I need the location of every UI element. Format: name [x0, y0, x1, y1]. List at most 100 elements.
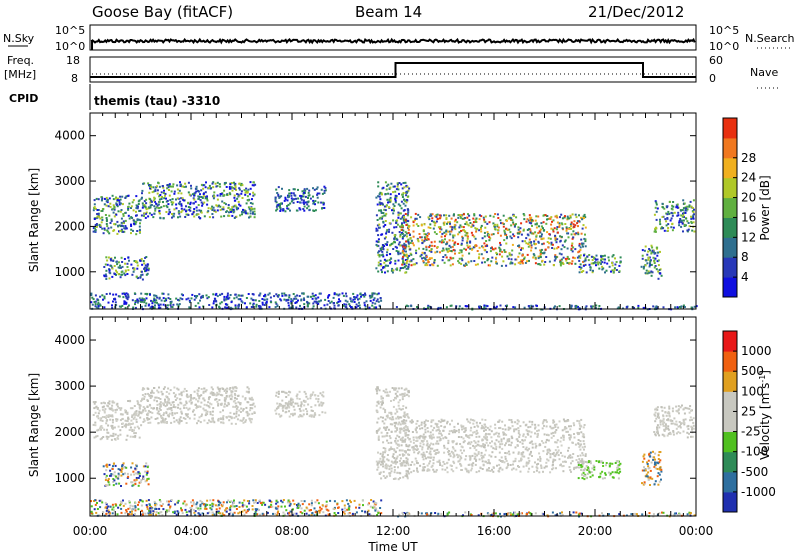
power-cell: [416, 306, 418, 308]
power-cell: [148, 212, 151, 215]
power-cell: [461, 254, 464, 257]
velocity-cell: [525, 429, 528, 432]
power-cell: [688, 204, 691, 207]
power-cell: [116, 232, 119, 235]
power-cell: [254, 183, 257, 186]
velocity-cell: [456, 456, 459, 459]
velocity-cell: [305, 395, 308, 398]
velocity-cell: [457, 422, 459, 425]
velocity-cell: [377, 466, 380, 469]
velocity-cell: [126, 476, 129, 479]
power-cell: [423, 236, 426, 239]
velocity-cell: [406, 436, 409, 439]
power-cell: [453, 220, 456, 223]
power-cell: [378, 193, 381, 196]
power-cell: [143, 205, 146, 208]
power-cell: [132, 229, 134, 232]
velocity-cell: [103, 416, 106, 419]
power-cell: [402, 255, 405, 258]
power-cell: [499, 250, 501, 253]
power-cell: [406, 235, 408, 238]
velocity-cell: [381, 397, 384, 400]
power-cell: [185, 213, 188, 216]
power-cell: [682, 199, 685, 202]
velocity-cell: [405, 470, 408, 473]
power-cell: [433, 245, 436, 248]
velocity-cell: [249, 419, 252, 422]
power-cell: [448, 239, 451, 242]
velocity-cell: [519, 441, 522, 444]
velocity-cell: [421, 446, 424, 449]
power-cell: [583, 260, 586, 263]
power-cell: [198, 306, 201, 309]
velocity-cell: [209, 402, 211, 405]
velocity-cell: [470, 441, 473, 444]
power-cell: [483, 242, 486, 245]
power-cell: [412, 263, 415, 266]
velocity-cell: [172, 404, 175, 406]
power-cell: [297, 197, 300, 200]
velocity-cell: [135, 410, 138, 413]
power-cell: [171, 216, 173, 219]
velocity-cell: [97, 429, 100, 432]
power-cell: [207, 296, 210, 299]
velocity-cell: [473, 440, 476, 442]
velocity-cell: [570, 470, 572, 473]
velocity-cell: [396, 395, 399, 398]
velocity-cell: [403, 429, 406, 432]
power-cell: [132, 222, 135, 225]
power-cell: [590, 262, 593, 265]
power-cell: [691, 216, 694, 219]
velocity-cell: [96, 429, 99, 432]
velocity-cell: [179, 407, 182, 410]
velocity-cell: [453, 428, 456, 431]
power-cell: [556, 216, 559, 219]
power-cell: [179, 297, 182, 300]
velocity-cell: [422, 466, 425, 469]
velocity-cell: [134, 483, 137, 485]
power-cell: [124, 306, 127, 309]
power-cell: [486, 259, 489, 262]
power-cell: [531, 219, 534, 222]
velocity-cell: [396, 446, 399, 449]
velocity-cell: [379, 471, 382, 474]
velocity-cell: [166, 402, 169, 405]
power-cell: [661, 216, 664, 218]
velocity-cell: [310, 393, 312, 396]
velocity-cell: [158, 386, 160, 389]
velocity-cell: [122, 473, 125, 476]
power-cell: [391, 231, 394, 234]
velocity-cell: [114, 464, 117, 467]
power-cell: [579, 246, 582, 249]
velocity-cell: [387, 428, 390, 431]
power-cell: [206, 211, 209, 214]
velocity-cell: [204, 414, 207, 417]
power-cell: [529, 231, 532, 234]
power-cell: [203, 215, 206, 218]
power-cell: [398, 192, 400, 195]
power-cell: [382, 266, 385, 268]
power-cell: [117, 224, 119, 227]
power-cell: [418, 247, 420, 250]
power-cell: [123, 302, 126, 305]
velocity-cell: [310, 415, 313, 418]
power-cell: [136, 267, 139, 270]
power-cell: [167, 186, 170, 189]
power-cell: [402, 202, 405, 205]
power-cell: [111, 267, 114, 270]
power-cell: [157, 203, 160, 206]
power-cell: [471, 223, 474, 226]
power-cell: [293, 297, 296, 300]
velocity-cell: [103, 411, 106, 414]
velocity-cell: [111, 424, 114, 427]
power-cell: [674, 306, 677, 309]
power-cell: [519, 227, 522, 230]
power-cell: [388, 228, 391, 231]
power-cell: [115, 273, 117, 276]
power-cell: [458, 231, 461, 234]
power-cell: [103, 297, 106, 300]
power-cell: [226, 292, 229, 295]
power-cell: [307, 205, 310, 208]
power-cell: [94, 207, 97, 210]
velocity-cell: [146, 405, 149, 408]
